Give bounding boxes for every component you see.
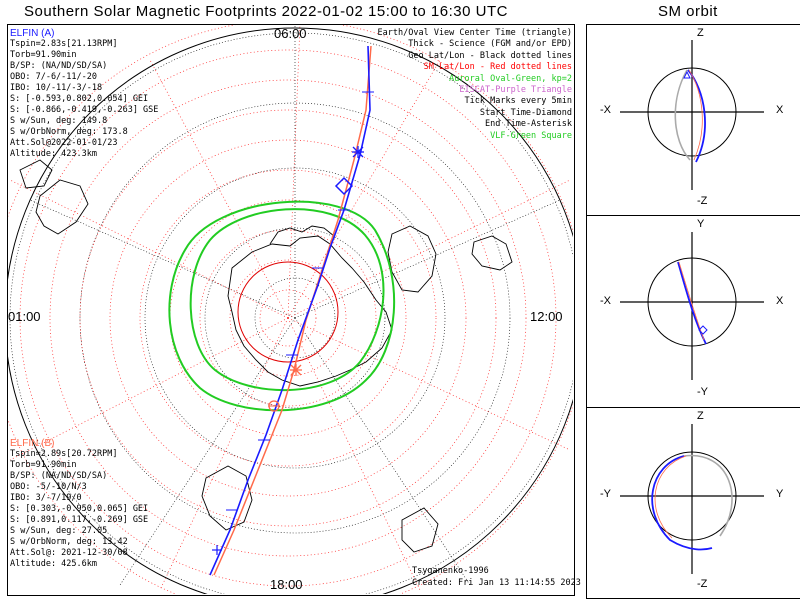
elfin-b-line: S w/OrbNorm, deg: 13.42 xyxy=(10,537,128,547)
elfin-b-line: S: [0.891,0.117,-0.269] GSE xyxy=(10,515,149,525)
elfin-b-line: Tspin=2.89s[20.72RPM] xyxy=(10,449,118,459)
legend-entry: EISCAT-Purple Triangle xyxy=(459,85,572,96)
orbit-panel-yz xyxy=(586,407,800,599)
elfin-b-line: Att.Sol@: 2021-12-30/08 xyxy=(10,548,128,558)
elfin-a-line: S: [-0.593,0.802,0.054] GEI xyxy=(10,94,149,104)
time-label-bottom: 18:00 xyxy=(270,577,303,592)
legend-entry: Geo Lat/Lon - Black dotted lines xyxy=(408,50,572,61)
legend-entry: Thick - Science (FGM and/or EPD) xyxy=(408,39,572,50)
orbit1-right-label: X xyxy=(776,104,784,116)
start-diamond-marker xyxy=(334,176,354,196)
elfin-a-line: S w/Sun, deg: 149.8 xyxy=(10,116,108,126)
time-label-left: 01:00 xyxy=(8,309,41,324)
orbit2-right-label: X xyxy=(776,295,784,307)
footprint-map-panel xyxy=(7,24,575,596)
orbit3-top-label: Z xyxy=(697,410,704,422)
legend-entry: VLF-Green Square xyxy=(490,130,572,141)
elfin-a-line: Tspin=2.83s[21.13RPM] xyxy=(10,39,118,49)
orbit1-left-label: -X xyxy=(600,104,611,116)
elfin-b-line: B/SP: (NA/ND/SD/SA) xyxy=(10,471,108,481)
orbit-plot-yz xyxy=(620,424,764,574)
legend-entry: End Time-Asterisk xyxy=(485,119,572,130)
elfin-b-line: Altitude: 425.6km xyxy=(10,559,97,569)
legend-entry: Start Time-Diamond xyxy=(479,107,572,118)
legend-entry: Earth/Oval View Center Time (triangle) xyxy=(377,28,572,38)
elfin-b-line: S: [0.303,-0.950,0.065] GEI xyxy=(10,504,149,514)
elfin-a-line: B/SP: (NA/ND/SD/SA) xyxy=(10,61,108,71)
elfin-b-line: OBO: -5/-10/N/3 xyxy=(10,482,87,492)
south-america-outline xyxy=(35,179,89,235)
orbit1-top-label: Z xyxy=(697,27,704,39)
elfin-a-line: Torb=91.90min xyxy=(10,50,77,60)
main-title: Southern Solar Magnetic Footprints 2022-… xyxy=(24,3,508,20)
sm-grid xyxy=(8,25,573,594)
orbit-plot-xy xyxy=(620,232,764,380)
orbit3-left-label: -Y xyxy=(600,488,611,500)
elfin-a-line: IBO: 10/-11/-3/-18 xyxy=(10,83,103,93)
legend-entry: Tick Marks every 5min xyxy=(464,96,572,107)
geo-grid xyxy=(9,25,573,594)
time-label-right: 12:00 xyxy=(530,309,563,324)
time-label-top: 06:00 xyxy=(274,26,307,41)
orbit2-left-label: -X xyxy=(600,295,611,307)
end-asterisk-marker xyxy=(352,146,364,158)
elfin-a-line: Att.Sol@2022-01-01/23 xyxy=(10,138,118,148)
legend-entry: Auroral Oval-Green, kp=2 xyxy=(449,73,572,84)
elfin-a-line: S: [-0.866,-0.419,-0.263] GSE xyxy=(10,105,159,115)
orbit1-bottom-label: -Z xyxy=(697,195,708,207)
elfin-b-line: IBO: 3/-7/19/0 xyxy=(10,493,82,503)
elfin-a-name: ELFIN (A) xyxy=(10,28,55,39)
elfin-b-name: ELFIN (B) xyxy=(10,438,55,449)
elfin-a-line: Altitude: 423.3km xyxy=(10,149,97,159)
elfin-a-info: ELFIN (A) Tspin=2.83s[21.13RPM] Torb=91.… xyxy=(10,28,158,160)
orbit2-top-label: Y xyxy=(697,218,705,230)
orbit3-right-label: Y xyxy=(776,488,784,500)
elfin-b-info: ELFIN (B) Tspin=2.89s[20.72RPM] Torb=91.… xyxy=(10,438,148,570)
auroral-oval xyxy=(168,200,396,412)
antarctica-outline xyxy=(227,235,393,387)
elfin-b-line: S w/Sun, deg: 27.05 xyxy=(10,526,108,536)
model-credit: Tsyganenko-1996 xyxy=(412,566,489,576)
legend: Earth/Oval View Center Time (triangle) T… xyxy=(378,28,572,142)
elfin-a-line: S w/OrbNorm, deg: 173.8 xyxy=(10,127,128,137)
orbit-plot-xz xyxy=(620,40,764,190)
orbit-title: SM orbit xyxy=(658,3,718,20)
elfin-b-line: Torb=91.90min xyxy=(10,460,77,470)
orbit-panel-xz xyxy=(586,24,800,217)
africa-outline xyxy=(201,465,253,531)
legend-entry: SM Lat/Lon - Red dotted lines xyxy=(423,62,572,73)
created-timestamp: Created: Fri Jan 13 11:14:55 2023 xyxy=(412,578,581,588)
landmass-outline xyxy=(387,225,437,293)
orbit3-bottom-label: -Z xyxy=(697,578,708,590)
elfin-a-line: OBO: 7/-6/-11/-20 xyxy=(10,72,97,82)
orbit2-bottom-label: -Y xyxy=(697,386,708,398)
